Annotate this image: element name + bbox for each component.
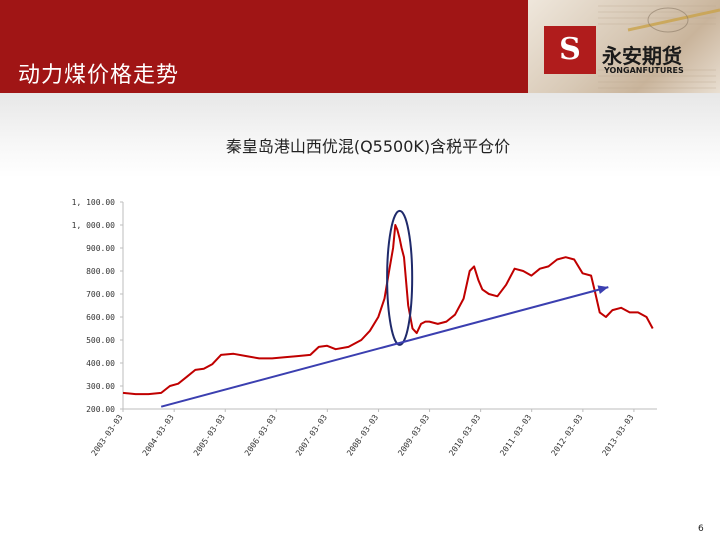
header-photo-detail [598, 5, 720, 89]
y-tick-label: 400.00 [86, 359, 115, 368]
y-tick-label: 200.00 [86, 405, 115, 414]
y-tick-label: 300.00 [86, 382, 115, 391]
trend-arrow-head [597, 285, 609, 295]
y-tick-label: 700.00 [86, 290, 115, 299]
x-tick-label: 2008-03-03 [345, 413, 380, 458]
x-tick-label: 2003-03-03 [90, 413, 125, 458]
slide-background-band [0, 93, 720, 178]
y-tick-label: 1, 100.00 [72, 198, 116, 207]
y-tick-label: 500.00 [86, 336, 115, 345]
x-tick-label: 2004-03-03 [141, 413, 176, 458]
yongan-logo-icon: S [544, 26, 596, 74]
x-tick-label: 2013-03-03 [601, 413, 636, 458]
y-tick-label: 1, 000.00 [72, 221, 116, 230]
price-series-line [122, 224, 654, 396]
x-tick-label: 2011-03-03 [498, 413, 533, 458]
y-tick-label: 900.00 [86, 244, 115, 253]
logo-name: 永安期货 [602, 44, 682, 68]
y-tick-label: 600.00 [86, 313, 115, 322]
trend-arrow-line [160, 286, 609, 408]
x-tick-label: 2010-03-03 [447, 413, 482, 458]
x-tick-label: 2006-03-03 [243, 413, 278, 458]
chart-title: 秦皇岛港山西优混(Q5500K)含税平仓价 [226, 137, 510, 156]
x-tick-label: 2012-03-03 [550, 413, 585, 458]
highlight-ellipse [386, 209, 414, 346]
y-tick-label: 800.00 [86, 267, 115, 276]
page-number: 6 [698, 524, 704, 534]
x-tick-label: 2009-03-03 [396, 413, 431, 458]
x-tick-label: 2005-03-03 [192, 413, 227, 458]
slide-title: 动力煤价格走势 [18, 63, 180, 88]
logo-name-en: YONGANFUTURES [604, 66, 684, 75]
slide-header: 动力煤价格走势 S 永安期货 YONGANFUTURES [0, 0, 720, 93]
logo-emblem-letter: S [559, 32, 581, 67]
x-tick-label: 2007-03-03 [294, 413, 329, 458]
